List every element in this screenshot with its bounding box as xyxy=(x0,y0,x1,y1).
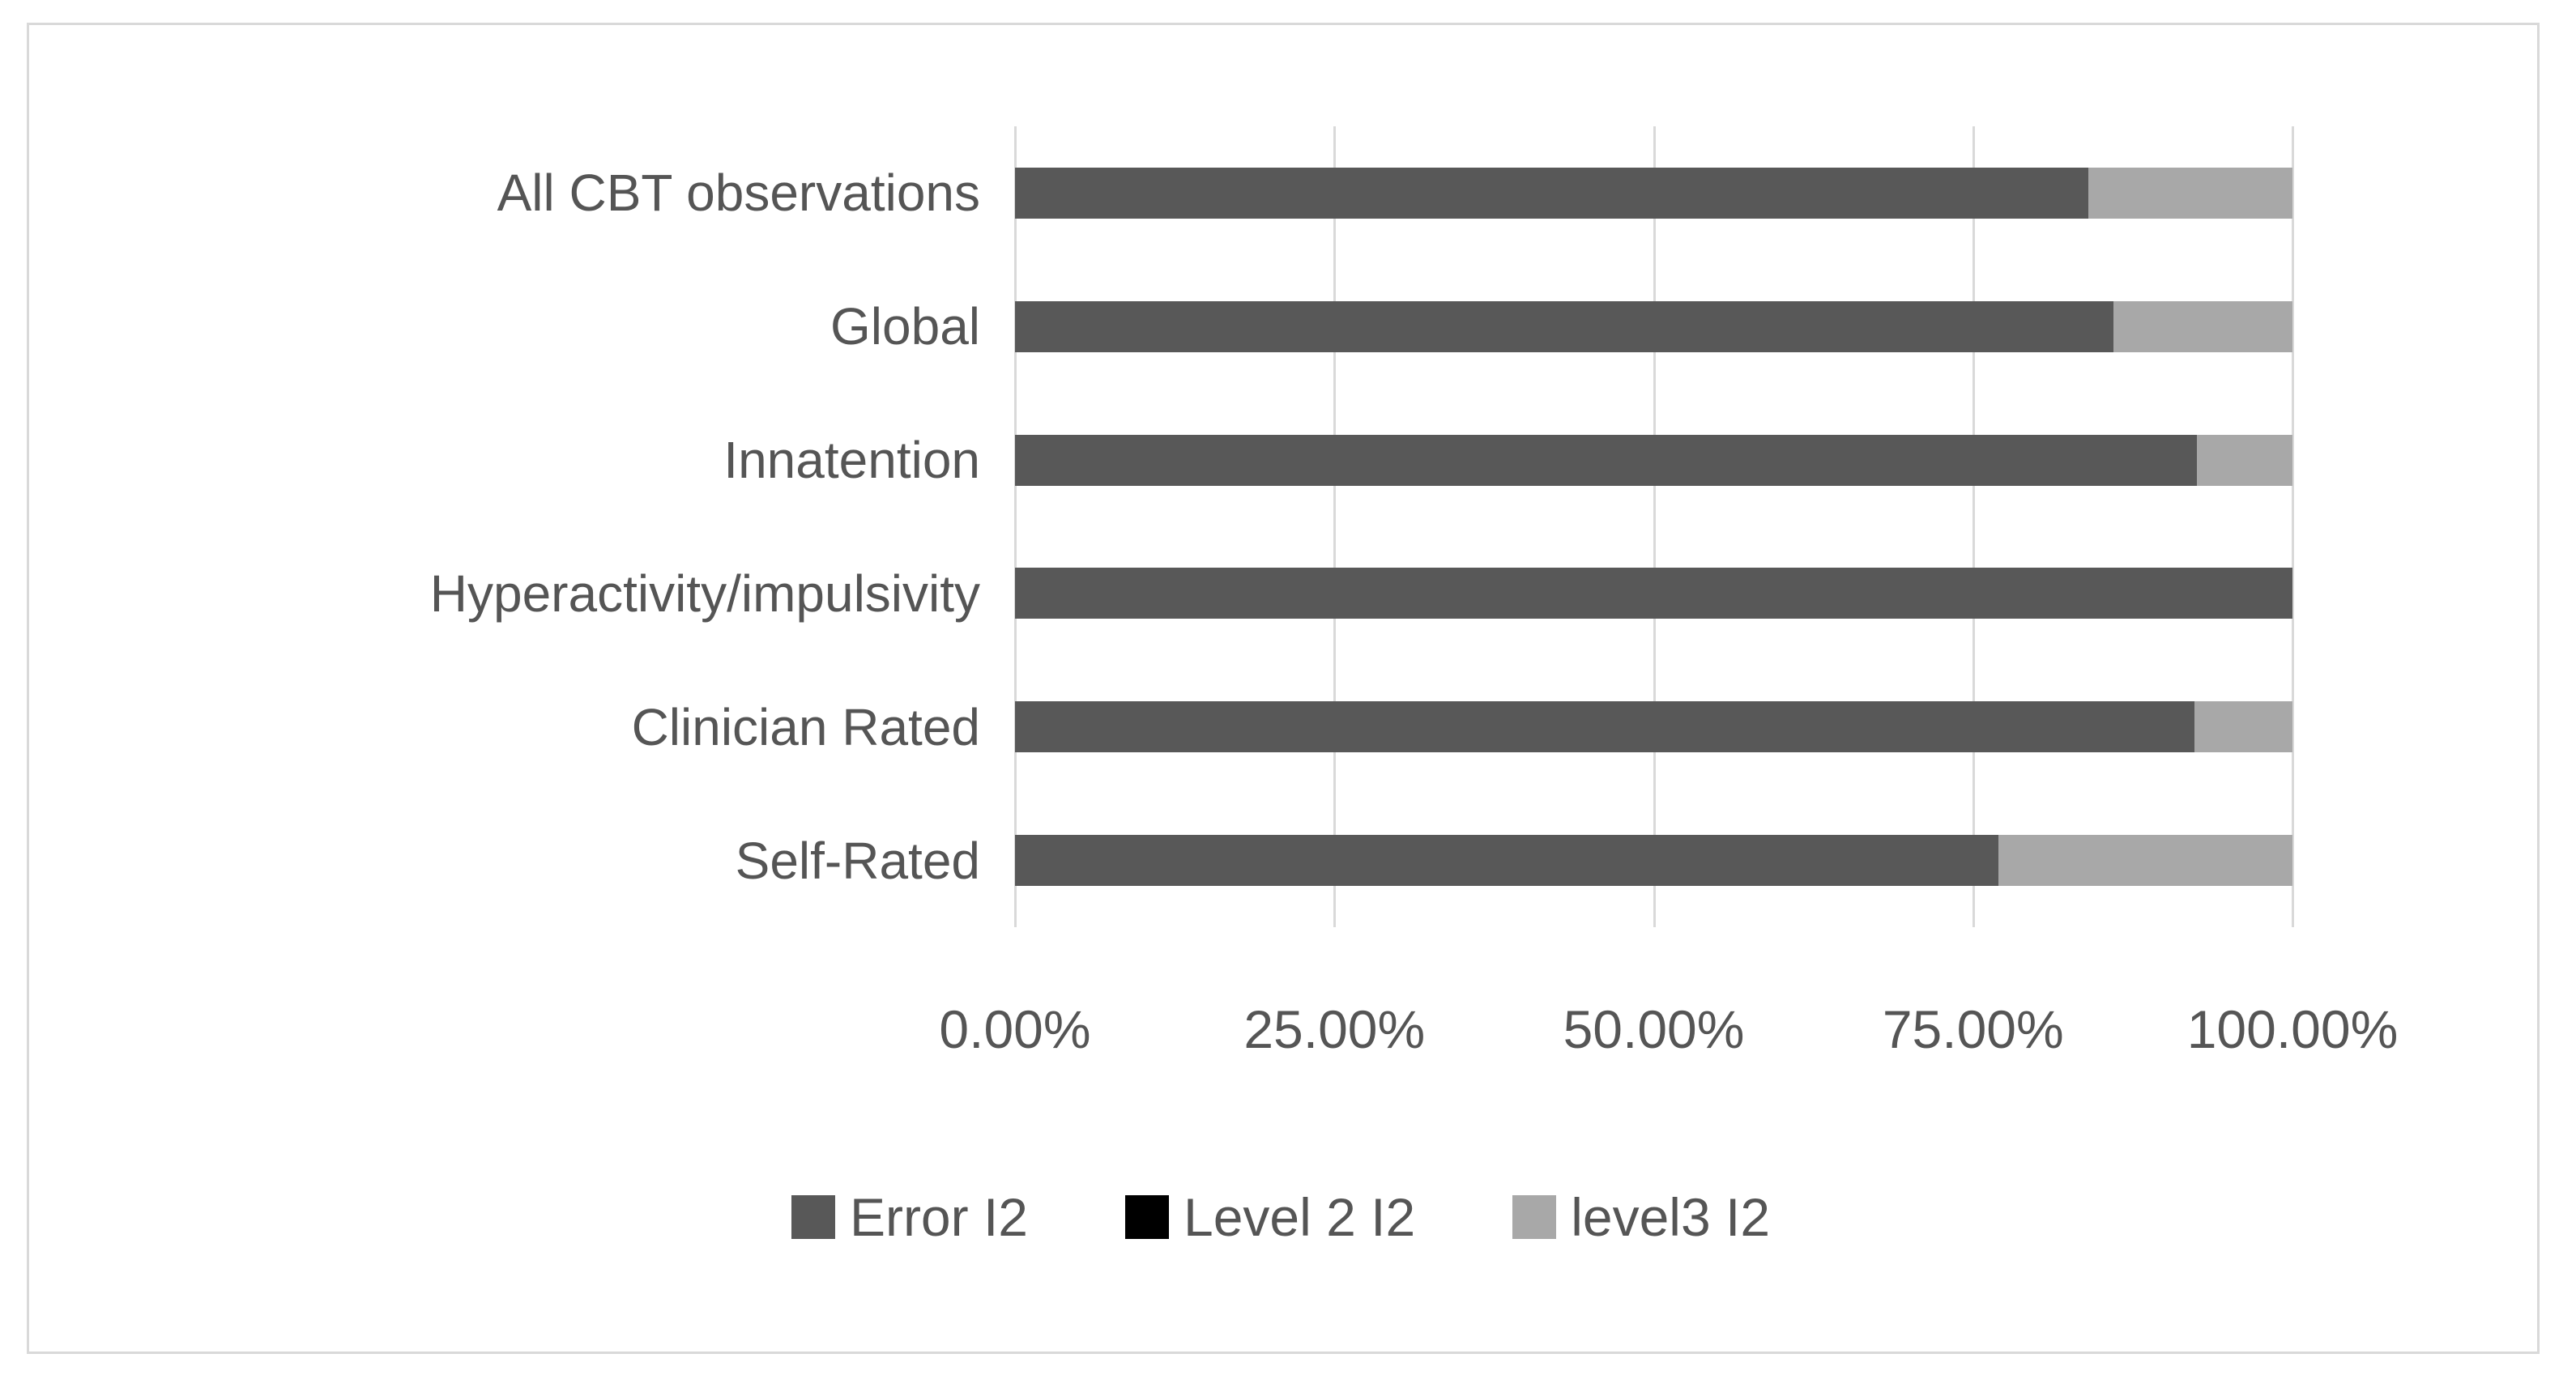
legend-label: level3 I2 xyxy=(1571,1187,1771,1247)
x-axis: 0.00% 25.00% 50.00% 75.00% 100.00% xyxy=(939,999,2398,1083)
x-tick-label: 25.00% xyxy=(1243,999,1426,1059)
bar-row xyxy=(1015,260,2292,394)
legend-swatch-icon xyxy=(1512,1195,1557,1239)
legend-item: Level 2 I2 xyxy=(1125,1190,1415,1244)
x-tick-label: 100.00% xyxy=(2186,999,2399,1059)
bar-segment-level3-i2 xyxy=(1998,835,2292,887)
legend-label: Error I2 xyxy=(849,1187,1028,1247)
bar-segment-error-i2 xyxy=(1015,167,2088,219)
category-band: All CBT observations xyxy=(49,126,980,260)
stacked-bar xyxy=(1015,701,2292,753)
bar-row xyxy=(1015,660,2292,794)
legend-item: Error I2 xyxy=(791,1190,1028,1244)
category-label: All CBT observations xyxy=(497,164,980,223)
stacked-bar xyxy=(1015,835,2292,887)
category-label: Innatention xyxy=(723,431,980,490)
legend-swatch-icon xyxy=(791,1195,835,1239)
chart-border xyxy=(27,23,2540,1354)
bar-segment-level3-i2 xyxy=(2088,167,2292,219)
gridline xyxy=(1333,126,1337,927)
bar-segment-level3-i2 xyxy=(2113,300,2292,352)
category-band: Global xyxy=(49,260,980,394)
category-label: Clinician Rated xyxy=(631,697,980,756)
bar-segment-error-i2 xyxy=(1015,835,1999,887)
gridline xyxy=(1653,126,1656,927)
category-band: Self-Rated xyxy=(49,794,980,927)
x-tick-label: 50.00% xyxy=(1563,999,1745,1059)
category-band: Innatention xyxy=(49,394,980,527)
x-tick-label: 75.00% xyxy=(1882,999,2064,1059)
bar-row xyxy=(1015,526,2292,660)
bar-segment-level3-i2 xyxy=(2196,434,2292,486)
bar-row xyxy=(1015,794,2292,927)
bar-row xyxy=(1015,126,2292,260)
bar-rows xyxy=(1015,126,2292,927)
stacked-bar xyxy=(1015,167,2292,219)
legend-item: level3 I2 xyxy=(1512,1190,1770,1244)
gridline xyxy=(1972,126,1975,927)
stacked-bar xyxy=(1015,568,2292,619)
bar-segment-level3-i2 xyxy=(2194,701,2292,753)
category-axis: All CBT observations Global Innatention Hyp… xyxy=(49,126,980,927)
bar-segment-error-i2 xyxy=(1015,701,2194,753)
category-band: Clinician Rated xyxy=(49,660,980,794)
legend-swatch-icon xyxy=(1125,1195,1169,1239)
stacked-bar xyxy=(1015,434,2292,486)
bar-row xyxy=(1015,394,2292,527)
y-axis-line xyxy=(1014,126,1017,927)
legend: Error I2 Level 2 I2 level3 I2 xyxy=(27,1190,2535,1244)
category-label: Global xyxy=(830,297,980,356)
category-label: Self-Rated xyxy=(735,831,980,890)
legend-label: Level 2 I2 xyxy=(1184,1187,1416,1247)
stacked-bar xyxy=(1015,300,2292,352)
bar-segment-error-i2 xyxy=(1015,568,2292,619)
category-label: Hyperactivity/impulsivity xyxy=(429,564,980,623)
x-tick-label: 0.00% xyxy=(939,999,1091,1059)
category-band: Hyperactivity/impulsivity xyxy=(49,526,980,660)
gridline xyxy=(2292,126,2294,927)
bar-segment-error-i2 xyxy=(1015,434,2197,486)
plot-area xyxy=(1014,126,2294,927)
bar-segment-error-i2 xyxy=(1015,300,2114,352)
